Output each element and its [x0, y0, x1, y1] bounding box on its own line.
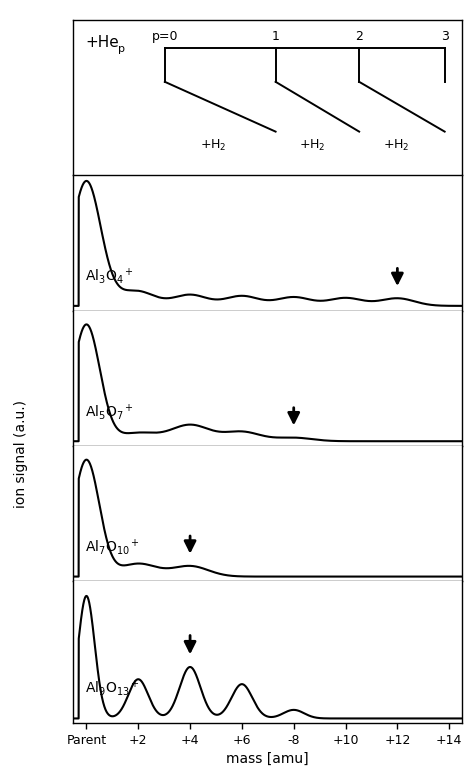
Text: Al$_7$O$_{10}$$^+$: Al$_7$O$_{10}$$^+$ [85, 537, 140, 557]
Text: p=0: p=0 [152, 30, 178, 43]
Text: +He: +He [85, 35, 119, 50]
Text: 3: 3 [441, 30, 448, 43]
Text: ion signal (a.u.): ion signal (a.u.) [14, 400, 28, 508]
Text: Al$_9$O$_{13}$$^+$: Al$_9$O$_{13}$$^+$ [85, 678, 140, 698]
Text: +H$_2$: +H$_2$ [299, 138, 326, 153]
Text: Al$_5$O$_7$$^+$: Al$_5$O$_7$$^+$ [85, 402, 134, 421]
X-axis label: mass [amu]: mass [amu] [227, 752, 309, 766]
Text: p: p [118, 45, 125, 55]
Text: +H$_2$: +H$_2$ [200, 138, 227, 153]
Text: +H$_2$: +H$_2$ [383, 138, 410, 153]
Text: 1: 1 [272, 30, 280, 43]
Text: 2: 2 [355, 30, 363, 43]
Text: Al$_3$O$_4$$^+$: Al$_3$O$_4$$^+$ [85, 267, 134, 286]
